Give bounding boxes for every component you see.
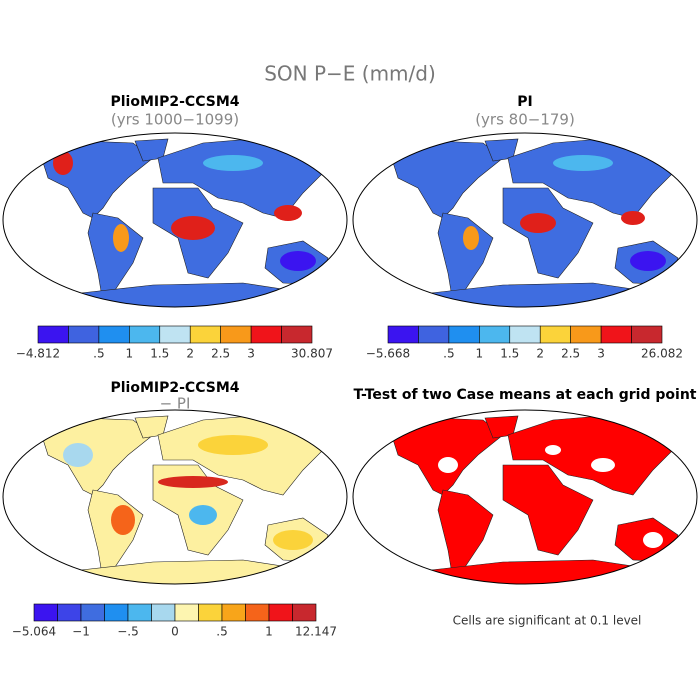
colorbar-label: 1.5 (150, 347, 169, 361)
colorbar-label: .5 (216, 625, 227, 639)
colorbar-box (281, 325, 313, 344)
colorbar-box (448, 325, 480, 344)
map (2, 409, 348, 585)
colorbar-box (159, 325, 191, 344)
colorbar-box (198, 603, 223, 622)
map (352, 132, 698, 308)
colorbar-box (80, 603, 105, 622)
colorbar-box (631, 325, 663, 344)
figure-title: SON P−E (mm/d) (264, 62, 436, 86)
colorbar-box (104, 603, 129, 622)
colorbar-box (418, 325, 450, 344)
colorbar-box (129, 325, 161, 344)
colorbar-box (600, 325, 632, 344)
colorbar-box (174, 603, 199, 622)
colorbar-box (220, 325, 252, 344)
colorbar-label: 1 (126, 347, 134, 361)
colorbar-box (221, 603, 246, 622)
colorbar-box (268, 603, 293, 622)
panel-title: T-Test of two Case means at each grid po… (354, 387, 697, 403)
colorbar-box (387, 325, 419, 344)
colorbar-label: 2.5 (561, 347, 580, 361)
colorbar-box (245, 603, 270, 622)
colorbar-label: 26.082 (641, 347, 683, 361)
colorbar-box (37, 325, 69, 344)
colorbar-box (33, 603, 58, 622)
colorbar-label: 0 (171, 625, 179, 639)
panel-subtitle: − PI (160, 395, 191, 413)
colorbar-box (539, 325, 571, 344)
colorbar-label: 3 (247, 347, 255, 361)
colorbar-label: −4.812 (16, 347, 60, 361)
colorbar-label: 2 (536, 347, 544, 361)
colorbar-box (250, 325, 282, 344)
colorbar-box (127, 603, 152, 622)
colorbar-label: 12.147 (295, 625, 337, 639)
panel-subtitle: (yrs 80−179) (475, 111, 575, 129)
colorbar-label: 3 (597, 347, 605, 361)
colorbar-box (98, 325, 130, 344)
map (2, 132, 348, 308)
colorbar-label: 30.807 (291, 347, 333, 361)
panel-title: PlioMIP2-CCSM4 (111, 380, 240, 396)
colorbar-label: 1.5 (500, 347, 519, 361)
colorbar-label: .5 (443, 347, 454, 361)
colorbar-label: 2.5 (211, 347, 230, 361)
map (352, 409, 698, 585)
panel-title: PI (517, 94, 532, 110)
colorbar-box (570, 325, 602, 344)
colorbar-box (68, 325, 100, 344)
colorbar-box (189, 325, 221, 344)
colorbar-label: −5.064 (12, 625, 56, 639)
colorbar-label: 1 (476, 347, 484, 361)
panel-title: PlioMIP2-CCSM4 (111, 94, 240, 110)
colorbar-label: −.5 (117, 625, 139, 639)
colorbar-label: −1 (72, 625, 90, 639)
colorbar-label: −5.668 (366, 347, 410, 361)
colorbar-box (509, 325, 541, 344)
panel-note: Cells are significant at 0.1 level (453, 614, 642, 628)
colorbar-box (57, 603, 82, 622)
colorbar-label: 2 (186, 347, 194, 361)
colorbar-box (479, 325, 511, 344)
colorbar-label: 1 (265, 625, 273, 639)
colorbar-box (151, 603, 176, 622)
colorbar-box (292, 603, 317, 622)
colorbar-label: .5 (93, 347, 104, 361)
panel-subtitle: (yrs 1000−1099) (111, 111, 239, 129)
